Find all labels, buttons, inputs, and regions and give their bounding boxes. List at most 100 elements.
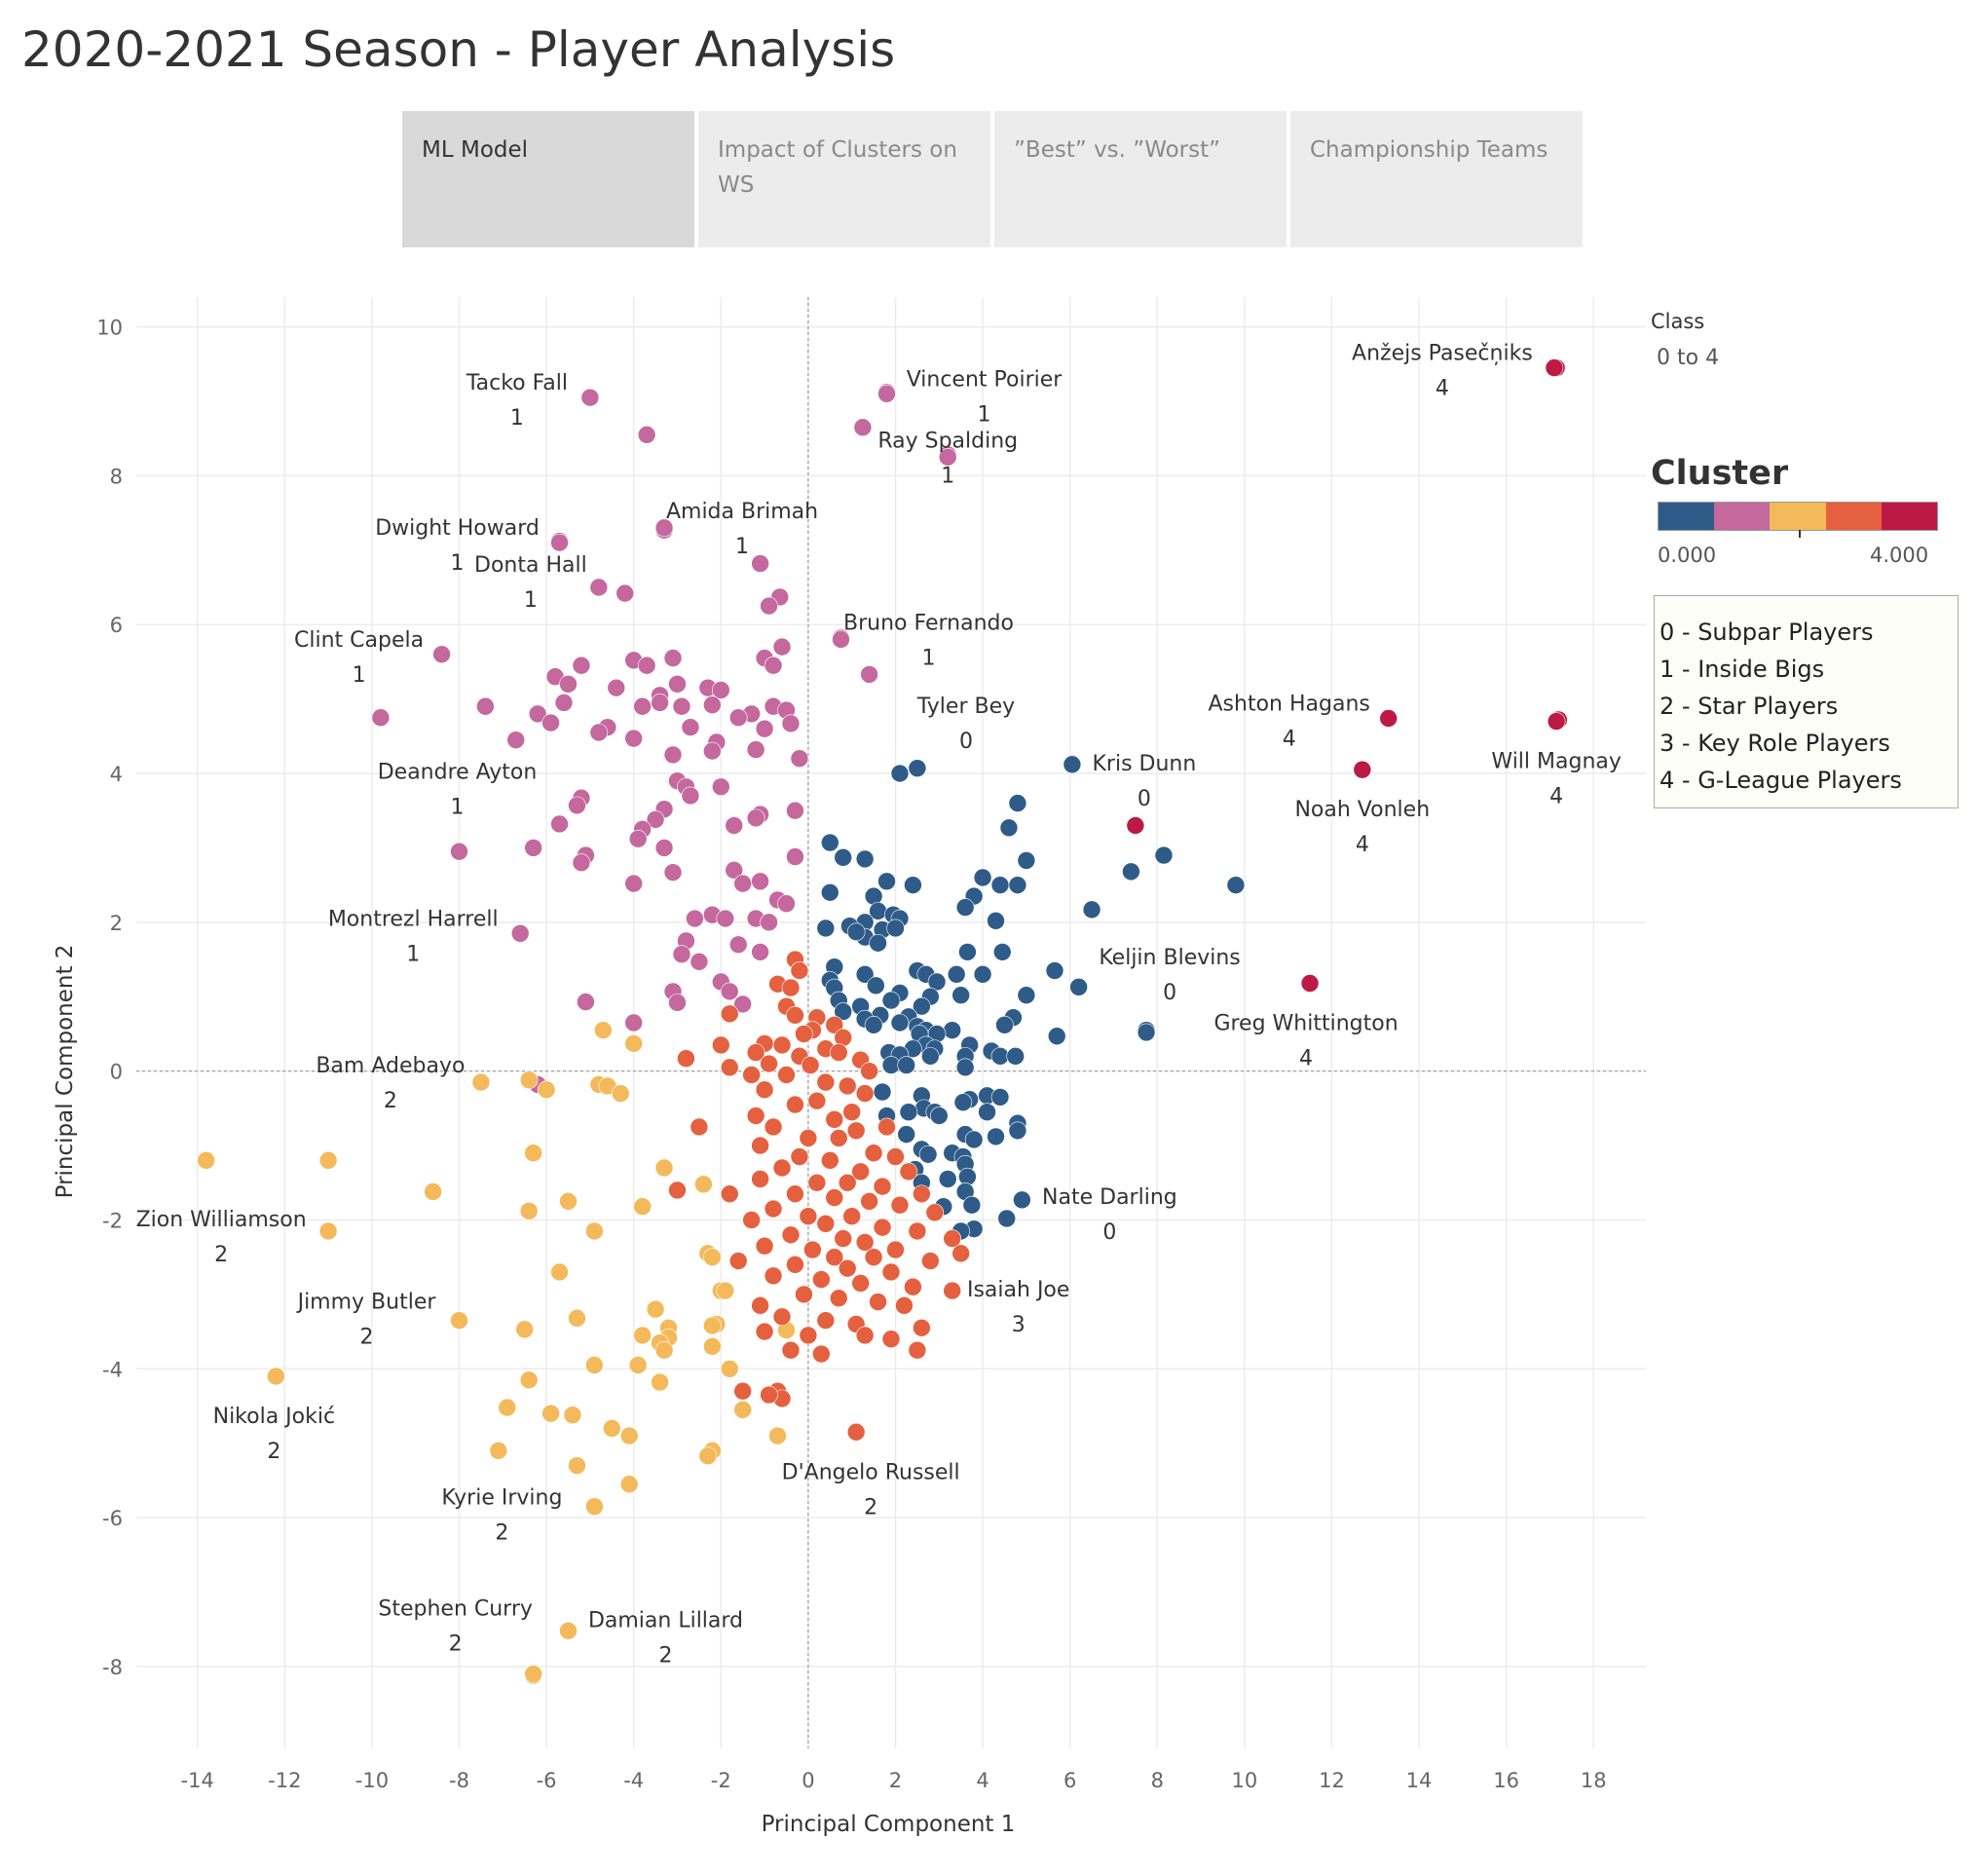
data-point [812,1344,831,1364]
data-point [921,1047,940,1066]
data-point [760,1385,778,1405]
data-point [953,1093,973,1112]
cluster-key-item: 3 - Key Role Players [1660,730,1890,757]
data-point [733,1401,752,1419]
tab-championship-teams[interactable]: Championship Teams [1290,111,1583,247]
data-point [1069,978,1088,996]
data-point [853,418,873,437]
data-point [781,1340,801,1360]
grid-lines [136,297,1646,1748]
data-point [607,678,626,697]
data-point [904,876,922,894]
data-point [867,976,885,995]
data-point [524,1144,542,1163]
data-point [908,1340,927,1360]
labeled-point [1379,709,1398,728]
data-point [568,1309,586,1328]
player-class-label: 0 [1163,981,1176,1005]
player-name-label: Isaiah Joe [967,1278,1069,1302]
data-point [786,1006,804,1025]
data-point [519,1070,539,1090]
data-point [825,1248,844,1266]
data-point [690,1117,709,1137]
player-class-label: 2 [658,1643,672,1668]
data-point [913,1318,931,1337]
data-point [955,1058,975,1077]
y-tick-label: -2 [102,1209,123,1232]
data-point [572,853,591,873]
data-point [764,1199,783,1219]
player-class-label: 1 [524,588,538,613]
data-point [781,978,801,997]
tab-best-vs-worst[interactable]: ”Best” vs. ”Worst” [994,111,1287,247]
y-tick-label: 0 [110,1061,123,1084]
data-point [1008,1121,1027,1141]
player-name-label: Donta Hall [474,553,587,578]
labeled-point [580,388,600,407]
data-point [825,1110,844,1129]
player-name-label: Clint Capela [294,628,424,653]
data-point [973,868,992,887]
y-tick-label: 10 [96,317,123,340]
tab-impact-of-clusters[interactable]: Impact of Clusters on WS [698,111,990,247]
data-point [999,818,1019,838]
cluster-key-item: 1 - Inside Bigs [1660,656,1825,683]
data-point [742,1066,761,1084]
x-tick-label: 16 [1493,1769,1519,1792]
data-point [728,708,748,728]
data-point [995,1015,1014,1034]
data-point [686,909,704,928]
data-point [672,945,691,964]
labeled-point [1013,1190,1031,1210]
labeled-point [654,518,674,538]
data-point [633,696,652,716]
labeled-point [832,630,850,649]
data-point [816,1072,836,1092]
data-point [733,1381,752,1401]
data-point [602,1419,621,1438]
data-point [801,1056,820,1074]
labeled-point [450,842,468,861]
data-point [938,1170,957,1188]
data-point [698,1446,718,1466]
data-point [654,839,674,857]
player-class-label: 0 [959,730,973,754]
data-point [816,1215,836,1233]
labeled-point [1353,760,1372,779]
tab-ml-model[interactable]: ML Model [402,111,694,247]
data-point [619,1426,639,1445]
labeled-point [890,764,910,783]
player-name-label: Jimmy Butler [296,1291,437,1315]
y-tick-label: -4 [102,1358,123,1381]
data-point [703,1337,722,1356]
player-name-label: Bruno Fernando [843,611,1014,635]
x-tick-label: -2 [711,1769,731,1792]
data-point [816,919,836,938]
x-tick-label: -12 [268,1769,301,1792]
labeled-point [432,645,451,664]
data-point [371,708,391,728]
x-tick-label: 0 [802,1769,814,1792]
data-point [720,982,739,1001]
player-name-label: Vincent Poirier [907,367,1063,392]
data-point [746,1107,765,1125]
player-class-label: 4 [1299,1047,1313,1071]
data-point [624,1013,643,1032]
data-point [755,719,774,738]
data-point [951,1244,970,1263]
player-class-label: 2 [214,1243,228,1267]
player-class-label: 4 [1283,727,1296,751]
player-name-label: Keljin Blevins [1099,946,1240,970]
data-point [550,814,569,834]
data-point [1226,876,1246,894]
y-tick-label: 2 [110,912,123,935]
data-point [764,1266,783,1286]
data-point [873,1218,892,1237]
data-point [720,1004,739,1024]
data-point [777,894,796,914]
cluster-color-scale[interactable] [1658,502,1938,531]
data-point [825,1188,844,1207]
data-point [955,898,975,917]
data-point [786,801,804,820]
